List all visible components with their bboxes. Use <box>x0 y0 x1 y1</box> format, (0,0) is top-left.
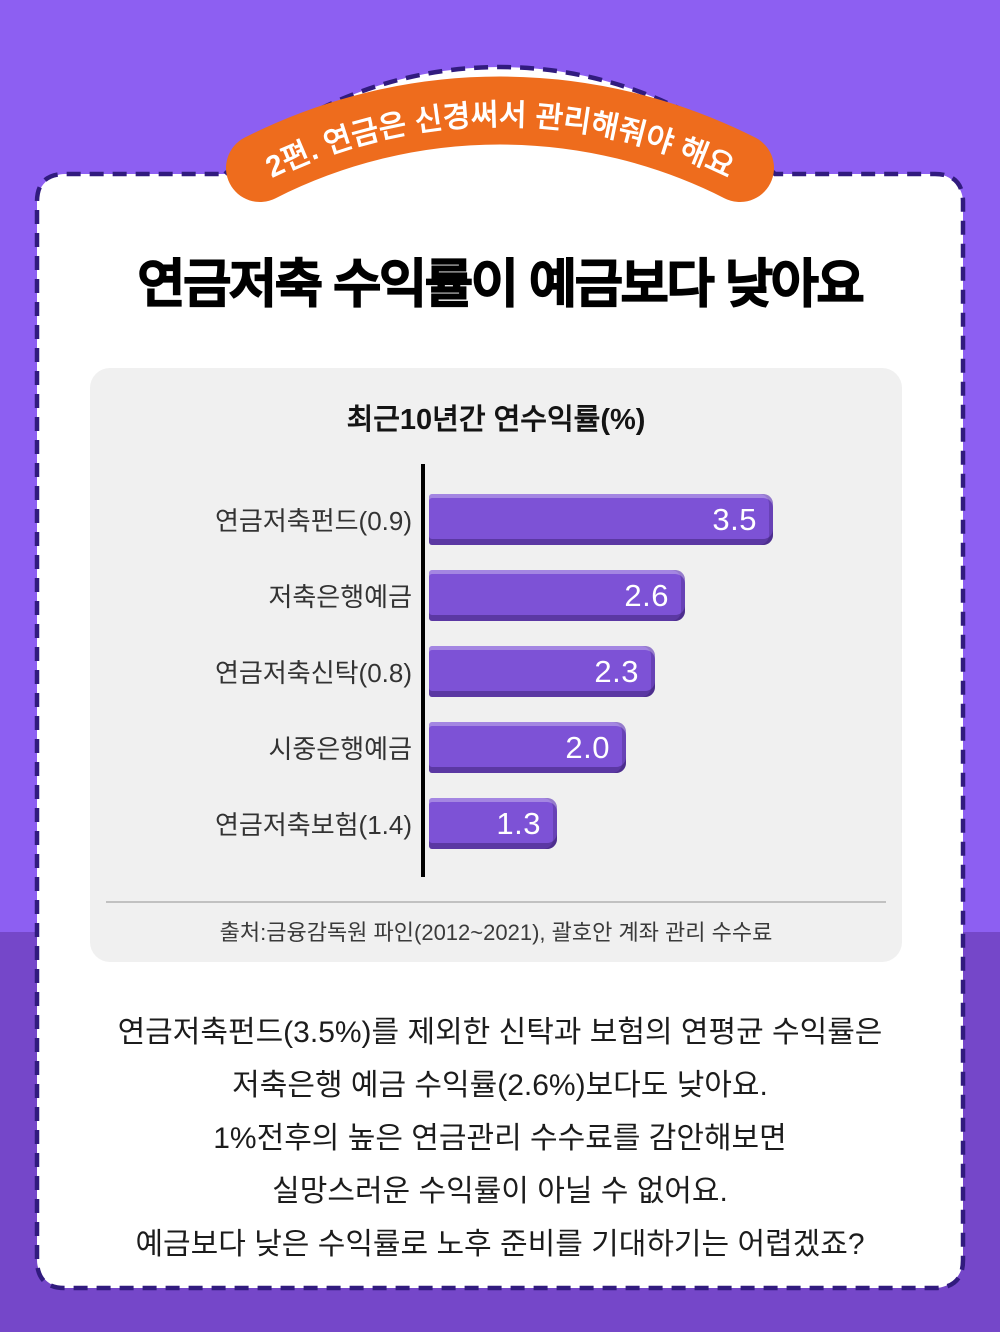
body-line: 실망스러운 수익률이 아닐 수 없어요. <box>272 1175 728 1208</box>
bar-value-label: 2.0 <box>565 729 610 765</box>
bar: 2.3 <box>429 646 655 697</box>
badge-label: 2편. 연금은 신경써서 관리해줘야 해요 <box>261 99 739 185</box>
bar-value-label: 2.6 <box>624 577 669 613</box>
chart-divider <box>106 901 886 903</box>
bar: 2.6 <box>429 570 685 621</box>
bar: 2.0 <box>429 722 626 773</box>
bar-category-label: 저축은행예금 <box>268 582 412 612</box>
bar-category-label: 연금저축펀드(0.9) <box>215 506 412 536</box>
chart-title: 최근10년간 연수익률(%) <box>346 404 646 436</box>
page-title: 연금저축 수익률이 예금보다 낮아요 <box>137 255 865 315</box>
chart-axis-line <box>421 464 425 877</box>
body-line: 저축은행 예금 수익률(2.6%)보다도 낮아요. <box>232 1069 768 1102</box>
chart-panel: 최근10년간 연수익률(%) 연금저축펀드(0.9) 3.5 저축은행예금 2.6 연금… <box>90 368 902 962</box>
body-line: 연금저축펀드(3.5%)를 제외한 신탁과 보험의 연평균 수익률은 <box>117 1016 883 1049</box>
bar-value-label: 2.3 <box>594 653 639 689</box>
chart-source: 출처:금융감독원 파인(2012~2021), 괄호안 계좌 관리 수수료 <box>219 920 773 945</box>
body-line: 예금보다 낮은 수익률로 노후 준비를 기대하기는 어렵겠죠? <box>135 1228 865 1261</box>
bar-value-label: 1.3 <box>496 805 541 841</box>
bar: 1.3 <box>429 798 557 849</box>
badge-arc-ribbon <box>226 76 774 202</box>
bar: 3.5 <box>429 494 773 545</box>
bar-value-label: 3.5 <box>712 501 757 537</box>
body-text: 연금저축펀드(3.5%)를 제외한 신탁과 보험의 연평균 수익률은 저축은행 … <box>0 1006 1000 1271</box>
bar-category-label: 시중은행예금 <box>268 734 412 764</box>
body-line: 1%전후의 높은 연금관리 수수료를 감안해보면 <box>213 1122 787 1155</box>
bar-category-label: 연금저축보험(1.4) <box>215 810 412 840</box>
bar-category-label: 연금저축신탁(0.8) <box>215 658 412 688</box>
